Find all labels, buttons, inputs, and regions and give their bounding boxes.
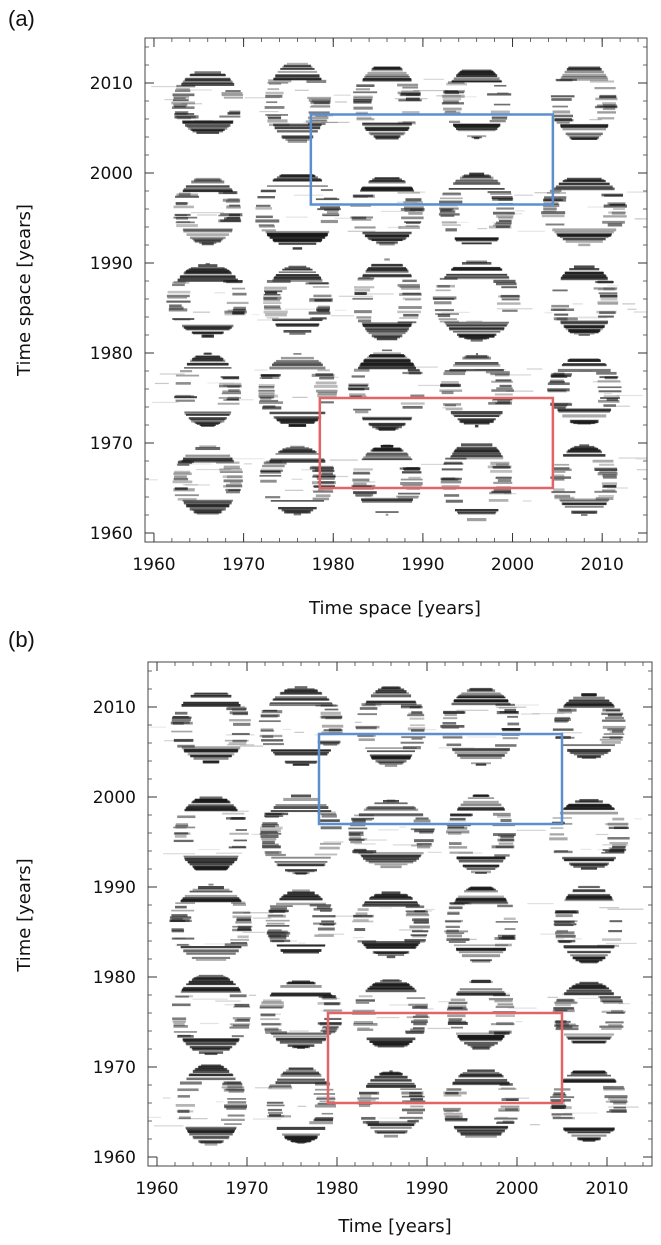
x-axis-title-b: Time [years] <box>337 1216 451 1237</box>
x-tick-label-a: 1980 <box>312 555 355 575</box>
y-axis-title-b: Time [years] <box>14 858 35 972</box>
red-highlight-box-a <box>318 396 555 490</box>
x-tick-label-a: 1970 <box>222 555 265 575</box>
x-tick-label-a: 1960 <box>132 555 175 575</box>
x-tick-label-b: 1960 <box>135 1179 178 1199</box>
x-tick-label-b: 2000 <box>495 1179 538 1199</box>
y-axis-title-a: Time space [years] <box>14 204 35 377</box>
plot-frame-b <box>147 661 653 1167</box>
red-highlight-box-b <box>326 1011 564 1105</box>
y-tick-label-b: 1970 <box>93 1058 136 1078</box>
minor-ticks-b <box>148 662 652 1166</box>
heatmap-b <box>148 686 652 1146</box>
panel-a-label: (a) <box>8 6 35 31</box>
panel-b: (b) 1960 1970 1980 1990 2000 2010 1960 1970 1980… <box>8 627 653 1237</box>
y-tick-label-b: 2010 <box>93 698 136 718</box>
x-tick-label-a: 2010 <box>581 555 624 575</box>
y-tick-label-b: 1980 <box>93 968 136 988</box>
y-tick-label-b: 1990 <box>93 878 136 898</box>
x-tick-label-b: 1970 <box>225 1179 268 1199</box>
y-tick-label-b: 2000 <box>93 788 136 808</box>
x-tick-label-a: 1990 <box>401 555 444 575</box>
x-tick-label-b: 1990 <box>405 1179 448 1199</box>
y-tick-label-b: 1960 <box>93 1148 136 1168</box>
y-tick-label-a: 2000 <box>90 164 133 184</box>
blue-highlight-box-b <box>317 732 564 826</box>
plot-frame-a <box>144 37 648 543</box>
panel-a: (a) 1960 1970 1980 1990 2000 2010 1960 1970 1980… <box>8 6 648 619</box>
y-tick-label-a: 1990 <box>90 254 133 274</box>
x-tick-label-b: 2010 <box>585 1179 628 1199</box>
y-tick-label-a: 2010 <box>90 74 133 94</box>
plot-area-b: 1960 1970 1980 1990 2000 2010 1960 1970 1980 1990… <box>93 661 653 1199</box>
y-tick-label-a: 1970 <box>90 434 133 454</box>
heatmap-a <box>146 62 647 522</box>
x-tick-label-b: 1980 <box>315 1179 358 1199</box>
x-axis-title-a: Time space [years] <box>308 598 481 619</box>
blue-highlight-box-a <box>309 113 555 206</box>
y-tick-label-a: 1980 <box>90 344 133 364</box>
panel-b-label: (b) <box>8 627 35 652</box>
plot-area-a: 1960 1970 1980 1990 2000 2010 1960 1970 1980 1990… <box>90 37 648 575</box>
x-tick-label-a: 2000 <box>491 555 534 575</box>
y-tick-label-a: 1960 <box>90 524 133 544</box>
